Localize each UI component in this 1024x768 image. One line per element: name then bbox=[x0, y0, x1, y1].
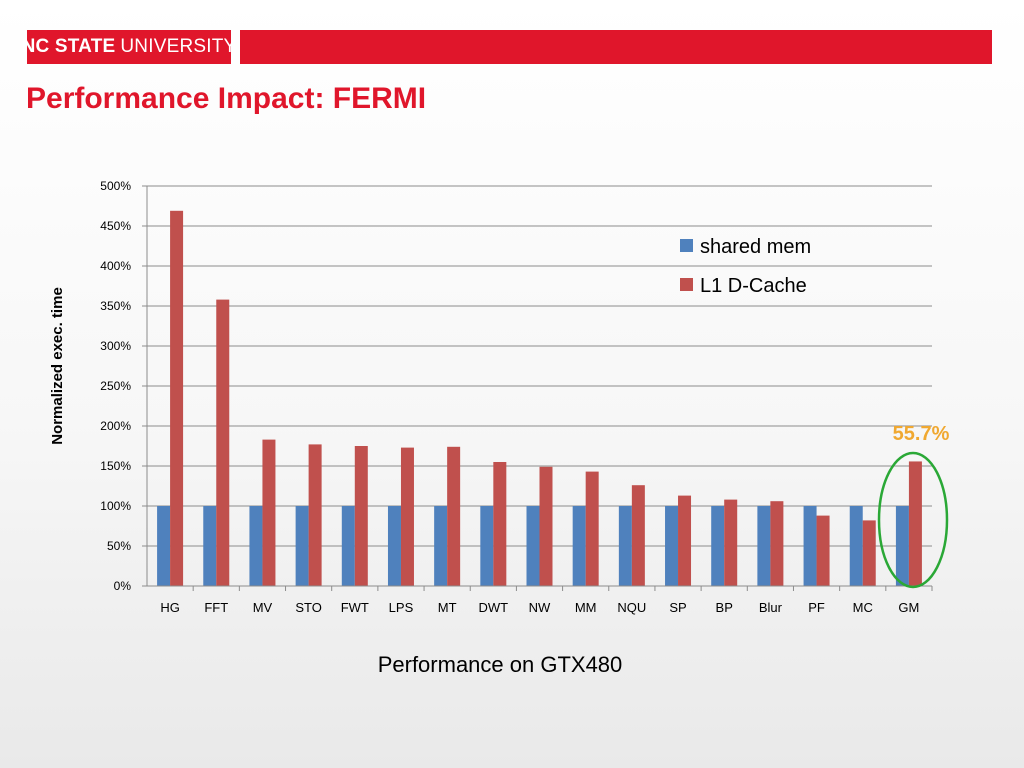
bar-l1-dcache-fft bbox=[216, 299, 230, 586]
x-tick-label: NW bbox=[529, 600, 551, 615]
bar-shared-mem-sp bbox=[665, 506, 679, 586]
university-logo: NC STATE UNIVERSITY bbox=[22, 30, 236, 64]
bar-l1-dcache-mt bbox=[447, 446, 461, 586]
legend-label-l1-dcache: L1 D-Cache bbox=[700, 275, 807, 297]
bar-shared-mem-gm bbox=[895, 506, 909, 586]
bar-shared-mem-hg bbox=[157, 506, 171, 586]
bar-l1-dcache-dwt bbox=[493, 462, 507, 586]
x-tick-label: FFT bbox=[204, 600, 228, 615]
y-axis-title: Normalized exec. time bbox=[49, 287, 66, 445]
y-tick-label: 200% bbox=[100, 419, 131, 433]
bar-l1-dcache-mc bbox=[862, 520, 876, 586]
y-tick-label: 450% bbox=[100, 219, 131, 233]
legend-swatch-l1-dcache bbox=[680, 278, 693, 291]
logo-bold-text: NC STATE bbox=[21, 36, 116, 57]
x-tick-label: SP bbox=[669, 600, 686, 615]
y-tick-label: 100% bbox=[100, 499, 131, 513]
chart-footer-caption: Performance on GTX480 bbox=[377, 652, 623, 677]
bar-l1-dcache-fwt bbox=[354, 446, 368, 586]
y-tick-label: 150% bbox=[100, 459, 131, 473]
legend-swatch-shared-mem bbox=[680, 239, 693, 252]
bar-shared-mem-bp bbox=[711, 506, 725, 586]
bar-shared-mem-mv bbox=[249, 506, 263, 586]
bar-shared-mem-nqu bbox=[618, 506, 632, 586]
y-tick-label: 0% bbox=[114, 579, 132, 593]
y-tick-label: 250% bbox=[100, 379, 131, 393]
bar-l1-dcache-bp bbox=[724, 499, 738, 586]
axes: 0% 50% 100% 150% 200% 250% 300% 350% 400% 450% 500… bbox=[100, 179, 933, 615]
bar-shared-mem-nw bbox=[526, 506, 540, 586]
x-tick-label: STO bbox=[295, 600, 322, 615]
bar-l1-dcache-mv bbox=[262, 439, 276, 586]
x-tick-label: MC bbox=[853, 600, 873, 615]
legend: shared mem L1 D-Cache bbox=[680, 236, 811, 297]
x-tick-label: BP bbox=[716, 600, 733, 615]
bar-l1-dcache-sp bbox=[678, 495, 692, 586]
x-tick-label: GM bbox=[898, 600, 919, 615]
bar-shared-mem-dwt bbox=[480, 506, 494, 586]
x-tick-label: MM bbox=[575, 600, 597, 615]
x-tick-label: HG bbox=[160, 600, 180, 615]
y-tick-label: 350% bbox=[100, 299, 131, 313]
y-tick-label: 400% bbox=[100, 259, 131, 273]
x-tick-label: MV bbox=[253, 600, 273, 615]
highlight-annotation: 55.7% bbox=[893, 423, 950, 445]
bar-l1-dcache-gm bbox=[908, 461, 922, 586]
bar-l1-dcache-blur bbox=[770, 501, 784, 586]
logo-regular-text: UNIVERSITY bbox=[120, 36, 237, 57]
bar-l1-dcache-mm bbox=[585, 471, 599, 586]
legend-label-shared-mem: shared mem bbox=[700, 236, 811, 258]
highlight-circle bbox=[877, 451, 949, 589]
bar-chart: 0% 50% 100% 150% 200% 250% 300% 350% 400% 450% 500… bbox=[49, 179, 950, 615]
bar-shared-mem-sto bbox=[295, 506, 309, 586]
bar-shared-mem-mc bbox=[849, 506, 863, 586]
bar-l1-dcache-nw bbox=[539, 466, 553, 586]
bar-shared-mem-fft bbox=[203, 506, 217, 586]
bar-shared-mem-lps bbox=[387, 506, 401, 586]
y-tick-label: 50% bbox=[107, 539, 131, 553]
y-tick-label: 500% bbox=[100, 179, 131, 193]
bar-l1-dcache-nqu bbox=[631, 485, 645, 586]
bar-shared-mem-mm bbox=[572, 506, 586, 586]
bar-l1-dcache-hg bbox=[170, 210, 184, 587]
x-tick-label: Blur bbox=[759, 600, 783, 615]
bar-shared-mem-fwt bbox=[341, 506, 355, 586]
header-bar bbox=[240, 30, 992, 64]
x-tick-label: DWT bbox=[479, 600, 509, 615]
x-tick-label: FWT bbox=[341, 600, 369, 615]
bars bbox=[157, 210, 922, 587]
slide-title: Performance Impact: FERMI bbox=[26, 82, 427, 115]
bar-l1-dcache-sto bbox=[308, 444, 322, 586]
bar-l1-dcache-pf bbox=[816, 515, 830, 586]
bar-shared-mem-mt bbox=[434, 506, 448, 586]
x-tick-label: MT bbox=[438, 600, 457, 615]
x-tick-label: NQU bbox=[617, 600, 646, 615]
y-tick-label: 300% bbox=[100, 339, 131, 353]
bar-shared-mem-pf bbox=[803, 506, 817, 586]
x-tick-label: PF bbox=[808, 600, 825, 615]
bar-l1-dcache-lps bbox=[400, 447, 414, 586]
x-tick-label: LPS bbox=[389, 600, 414, 615]
bar-shared-mem-blur bbox=[757, 506, 771, 586]
